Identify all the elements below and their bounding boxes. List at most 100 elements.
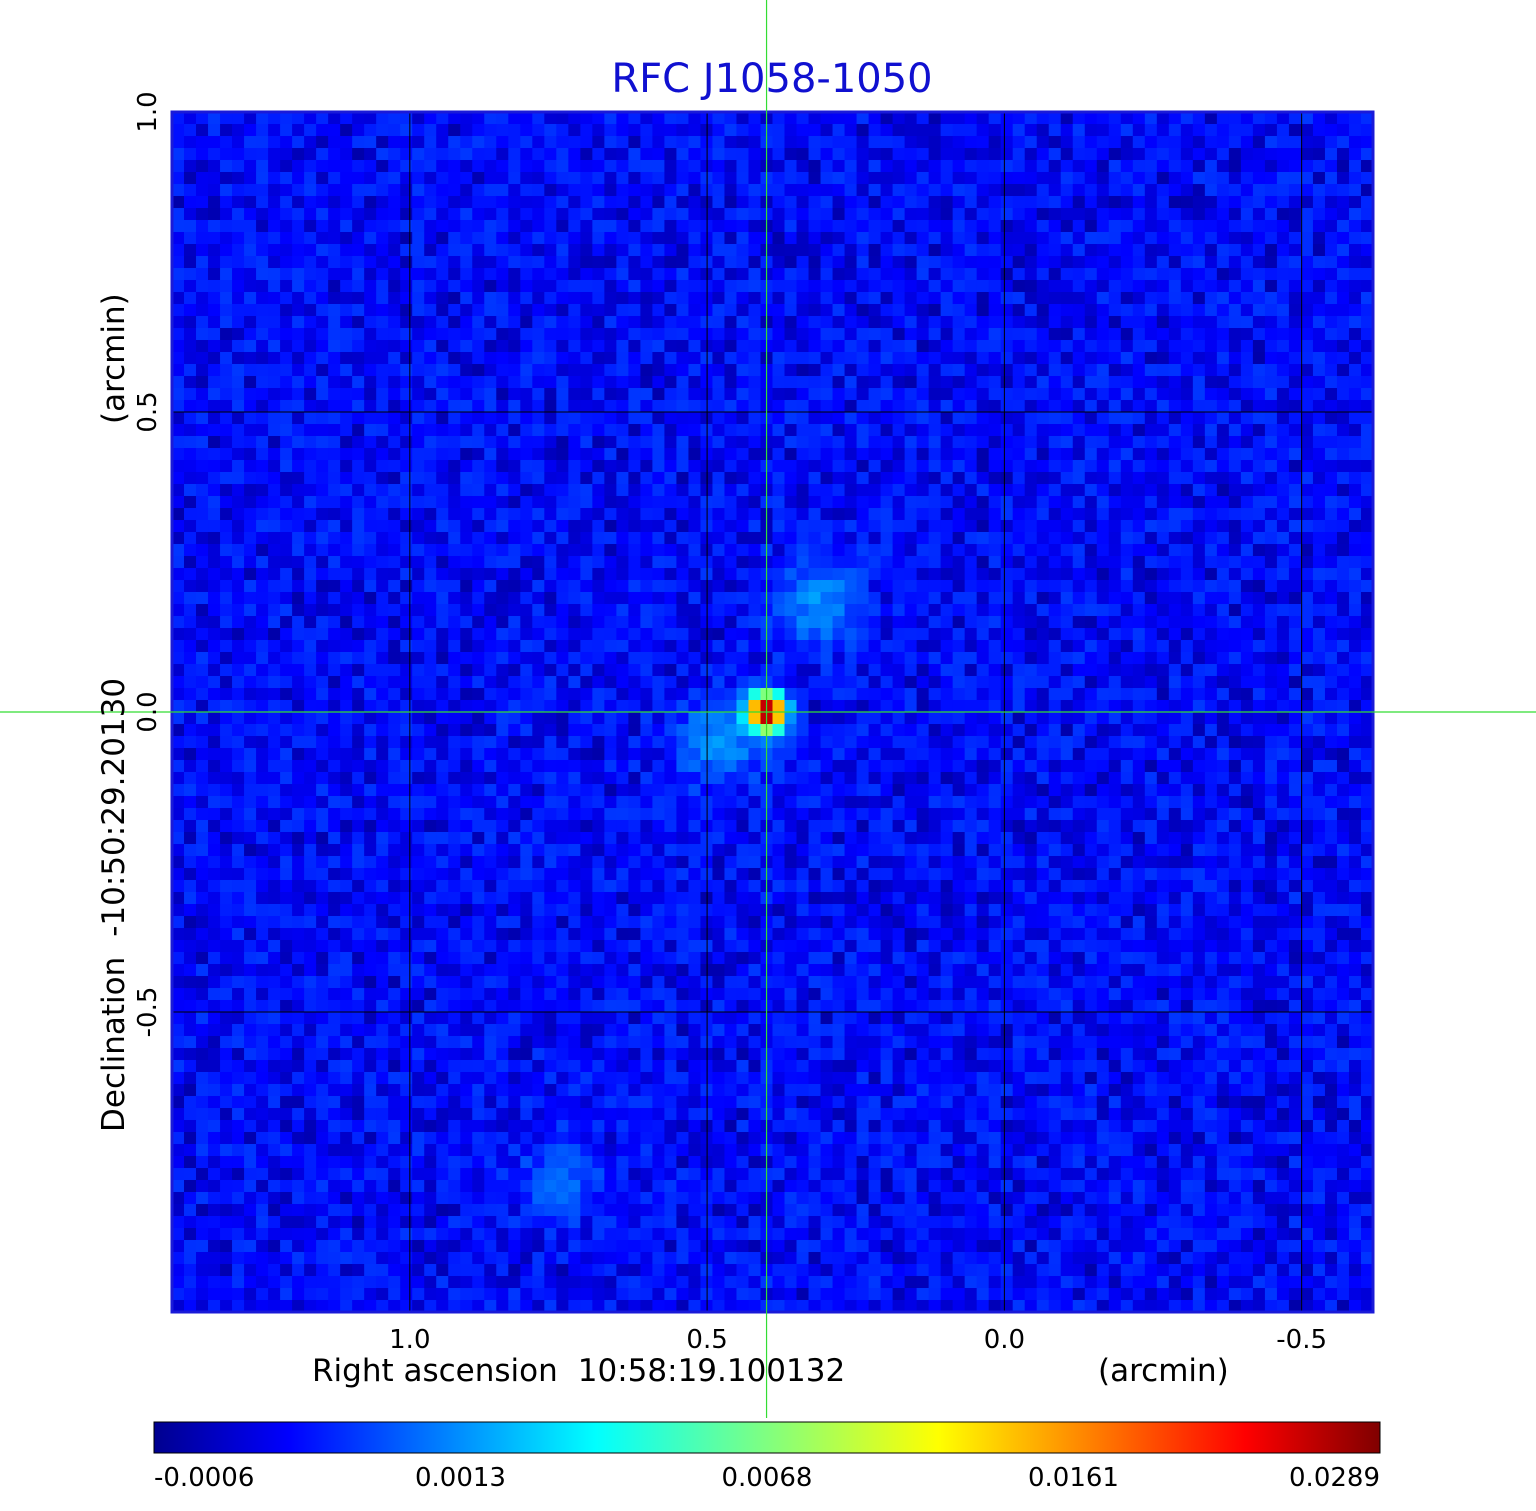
heatmap-cell xyxy=(880,160,894,173)
heatmap-cell xyxy=(1144,136,1158,149)
heatmap-cell xyxy=(856,688,870,701)
heatmap-cell xyxy=(484,316,497,329)
heatmap-cell xyxy=(1360,352,1373,365)
heatmap-cell xyxy=(604,220,617,233)
heatmap-cell xyxy=(988,568,1002,581)
heatmap-cell xyxy=(904,112,918,125)
heatmap-cell xyxy=(1024,232,1038,245)
heatmap-cell xyxy=(1060,160,1074,173)
heatmap-cell xyxy=(340,376,353,389)
heatmap-cell xyxy=(880,352,894,365)
heatmap-cell xyxy=(304,436,317,449)
heatmap-cell xyxy=(1000,292,1014,305)
heatmap-cell xyxy=(508,112,521,125)
heatmap-cell xyxy=(1144,580,1158,593)
heatmap-cell xyxy=(568,328,581,341)
heatmap-cell xyxy=(880,112,894,125)
heatmap-cell xyxy=(988,448,1002,461)
heatmap-cell xyxy=(784,556,798,569)
heatmap-cell xyxy=(1132,616,1146,629)
heatmap-cell xyxy=(1036,652,1050,665)
heatmap-cell xyxy=(1264,136,1278,149)
heatmap-cell xyxy=(640,676,653,689)
heatmap-cell xyxy=(592,184,605,197)
heatmap-cell xyxy=(244,436,257,449)
heatmap-cell xyxy=(1060,532,1074,545)
heatmap-cell xyxy=(1216,640,1230,653)
heatmap-cell xyxy=(196,520,209,533)
heatmap-cell xyxy=(208,172,221,185)
heatmap-cell xyxy=(904,328,918,341)
heatmap-cell xyxy=(772,184,786,197)
heatmap-cell xyxy=(676,280,690,293)
heatmap-cell xyxy=(1360,244,1373,257)
heatmap-cell xyxy=(1288,556,1302,569)
heatmap-cell xyxy=(220,472,233,485)
heatmap-cell xyxy=(1360,220,1373,233)
heatmap-cell xyxy=(376,352,389,365)
heatmap-cell xyxy=(580,256,593,269)
heatmap-cell xyxy=(1252,136,1266,149)
heatmap-cell xyxy=(1096,412,1110,425)
heatmap-cell xyxy=(424,292,437,305)
heatmap-cell xyxy=(1000,172,1014,185)
heatmap-cell xyxy=(1132,412,1146,425)
heatmap-cell xyxy=(244,484,257,497)
heatmap-cell xyxy=(844,676,858,689)
heatmap-cell xyxy=(316,160,329,173)
heatmap-cell xyxy=(376,232,389,245)
heatmap-cell xyxy=(340,292,353,305)
heatmap-cell xyxy=(220,604,233,617)
heatmap-cell xyxy=(592,640,605,653)
heatmap-cell xyxy=(844,256,858,269)
heatmap-cell xyxy=(376,700,389,713)
heatmap-cell xyxy=(1216,364,1230,377)
heatmap-cell xyxy=(940,640,954,653)
heatmap-cell xyxy=(448,364,461,377)
heatmap-cell xyxy=(448,412,461,425)
heatmap-cell xyxy=(340,388,353,401)
heatmap-cell xyxy=(748,364,762,377)
heatmap-cell xyxy=(196,208,209,221)
heatmap-cell xyxy=(1252,256,1266,269)
heatmap-cell xyxy=(256,652,269,665)
heatmap-cell xyxy=(424,556,437,569)
heatmap-cell xyxy=(1036,316,1050,329)
heatmap-cell xyxy=(1132,280,1146,293)
heatmap-cell xyxy=(1024,700,1038,713)
heatmap-cell xyxy=(1300,688,1314,701)
heatmap-cell xyxy=(1072,448,1086,461)
heatmap-cell xyxy=(1156,628,1170,641)
heatmap-cell xyxy=(1324,616,1338,629)
heatmap-cell xyxy=(976,580,990,593)
heatmap-cell xyxy=(1192,364,1206,377)
heatmap-cell xyxy=(772,244,786,257)
heatmap-cell xyxy=(1036,220,1050,233)
heatmap-cell xyxy=(952,172,966,185)
heatmap-cell xyxy=(1024,148,1038,161)
heatmap-cell xyxy=(544,340,557,353)
heatmap-cell xyxy=(532,472,545,485)
heatmap-cell xyxy=(556,520,569,533)
heatmap-cell xyxy=(484,244,497,257)
heatmap-cell xyxy=(400,352,413,365)
heatmap-cell xyxy=(1120,532,1134,545)
heatmap-cell xyxy=(1312,592,1326,605)
heatmap-cell xyxy=(352,520,365,533)
heatmap-cell xyxy=(964,124,978,137)
heatmap-cell xyxy=(448,568,461,581)
heatmap-cell xyxy=(916,316,930,329)
heatmap-cell xyxy=(1012,208,1026,221)
heatmap-cell xyxy=(1336,640,1350,653)
heatmap-cell xyxy=(856,412,870,425)
heatmap-cell xyxy=(712,316,726,329)
heatmap-cell xyxy=(868,112,882,125)
heatmap-cell xyxy=(220,136,233,149)
heatmap-cell xyxy=(1108,400,1122,413)
heatmap-cell xyxy=(400,544,413,557)
heatmap-cell xyxy=(1108,388,1122,401)
heatmap-cell xyxy=(796,172,810,185)
heatmap-cell xyxy=(676,412,690,425)
heatmap-cell xyxy=(1156,208,1170,221)
heatmap-cell xyxy=(1060,616,1074,629)
